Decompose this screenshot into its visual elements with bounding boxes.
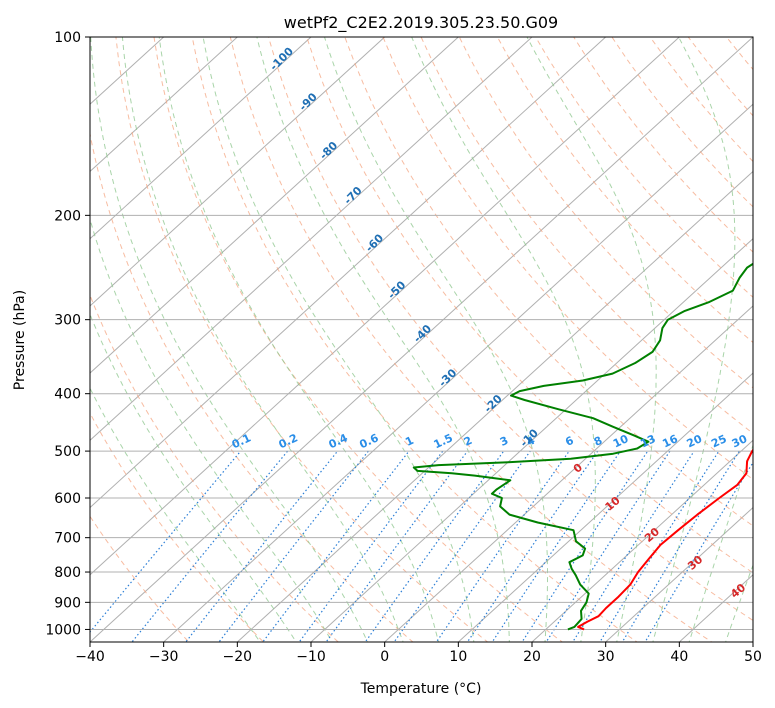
isotherm: [90, 37, 607, 509]
profile-lines: [412, 262, 753, 631]
x-tick-label: 0: [380, 649, 389, 665]
x-tick-label: 50: [744, 649, 762, 665]
x-tick-label: −30: [149, 649, 179, 665]
isotherm: [90, 37, 533, 442]
moist-adiabat: [121, 37, 404, 642]
dry-adiabat: [90, 131, 414, 642]
dry-adiabat: [90, 412, 265, 642]
dry-adiabat: [458, 37, 753, 389]
x-tick-label: 10: [449, 649, 467, 665]
y-tick-label: 700: [54, 531, 81, 547]
isotherm: [383, 305, 753, 642]
y-tick-label: 100: [54, 30, 81, 46]
y-tick-label: 300: [54, 313, 81, 329]
x-tick-label: 20: [523, 649, 541, 665]
isotherm: [457, 372, 753, 642]
chart-title: wetPf2_C2E2.2019.305.23.50.G09: [284, 13, 558, 33]
isotherm: [162, 103, 753, 642]
dry-adiabat: [306, 37, 753, 574]
isotherm: [90, 37, 753, 642]
isotherm: [90, 37, 312, 240]
isotherm: [604, 506, 753, 642]
x-tick-label: −10: [296, 649, 326, 665]
y-tick-label: 900: [54, 595, 81, 611]
x-tick-label: −20: [223, 649, 253, 665]
y-tick-label: 600: [54, 491, 81, 507]
y-tick-label: 400: [54, 387, 81, 403]
moist-adiabat: [90, 217, 333, 642]
moist-adiabat: [256, 37, 510, 642]
mixing-ratio-label: 16: [660, 432, 680, 450]
mixing-ratio-label: 20: [685, 432, 705, 450]
dry-adiabat: [191, 37, 638, 642]
isotherm: [90, 37, 681, 576]
mixing-ratio-label: 30: [730, 432, 750, 450]
temperature-line: [577, 448, 753, 631]
dry-adiabat: [496, 37, 753, 344]
dry-adiabat: [267, 37, 753, 622]
y-axis-ticks: 100 200 300 400 500 600 700 800 900 1000: [45, 30, 90, 638]
dewpoint-line: [412, 262, 753, 631]
y-tick-label: 1000: [45, 622, 81, 638]
y-tick-label: 500: [54, 444, 81, 460]
dry-adiabat: [344, 37, 753, 527]
moist-adiabat: [158, 37, 440, 642]
isotherm: [90, 37, 239, 173]
isotherm: [236, 170, 753, 642]
x-tick-label: −40: [75, 649, 105, 665]
x-axis-label: Temperature (°C): [360, 681, 482, 697]
y-axis-label: Pressure (hPa): [12, 290, 28, 390]
dry-adiabat: [382, 37, 753, 481]
dry-adiabat: [90, 293, 339, 642]
mixing-ratio-label: 10: [611, 432, 631, 450]
isotherm: [90, 37, 460, 374]
y-tick-label: 800: [54, 565, 81, 581]
x-axis-ticks: −40 −30 −20 −10 0 10 20 30 40 50: [75, 642, 762, 665]
y-tick-label: 200: [54, 208, 81, 224]
isotherm: [310, 237, 753, 642]
dry-adiabat: [115, 37, 489, 642]
dry-adiabat: [90, 515, 190, 642]
x-tick-label: 40: [670, 649, 688, 665]
mixing-ratio-label: 25: [709, 432, 728, 450]
dry-adiabat: [229, 37, 713, 642]
plot-frame: [89, 36, 754, 643]
x-tick-label: 30: [597, 649, 615, 665]
pressure-gridlines: [90, 37, 753, 630]
mixing-ratio-label: 13: [638, 432, 657, 450]
isotherm: [90, 37, 386, 307]
